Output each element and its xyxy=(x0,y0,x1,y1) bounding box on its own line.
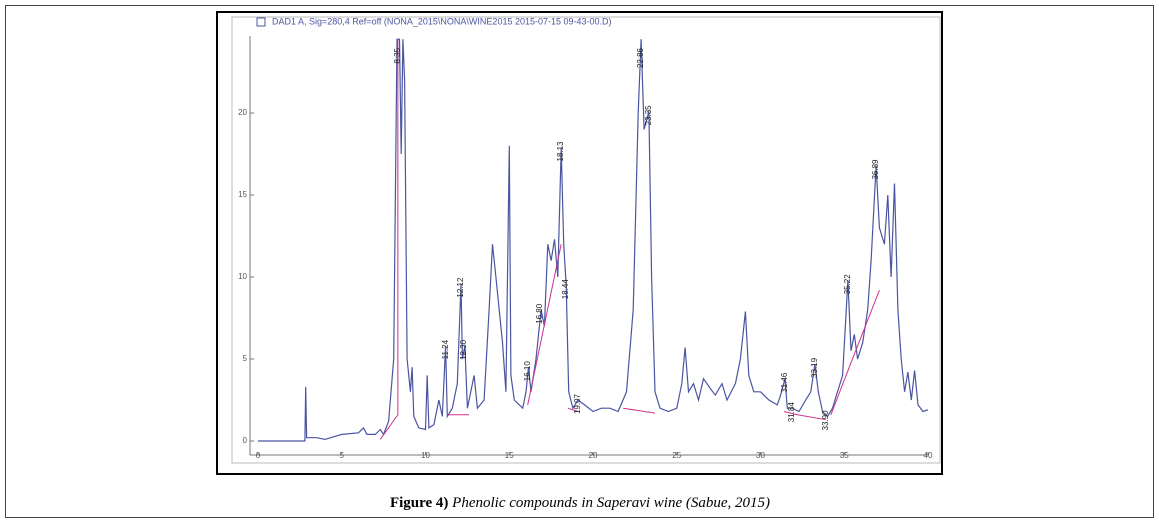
peak-label: 36.89 xyxy=(871,159,880,180)
y-tick-label: 0 xyxy=(243,436,248,445)
x-tick-label: 35 xyxy=(840,451,849,460)
x-tick-label: 40 xyxy=(924,451,933,460)
y-tick-label: 20 xyxy=(238,108,247,117)
legend-swatch xyxy=(256,17,266,27)
integration-baseline xyxy=(527,244,562,406)
caption-text: Phenolic compounds in Saperavi wine (Sab… xyxy=(451,495,770,511)
x-tick-label: 25 xyxy=(672,451,681,460)
outer-frame xyxy=(5,5,1154,518)
peak-label: 18.13 xyxy=(556,141,565,162)
peak-label: 16.80 xyxy=(535,303,544,324)
x-tick-label: 10 xyxy=(421,451,430,460)
figure-frame xyxy=(216,11,943,475)
peak-label: 33.90 xyxy=(821,410,830,431)
caption-label: Figure 4) xyxy=(390,495,448,511)
x-tick-label: 0 xyxy=(256,451,261,460)
peak-label: 11.24 xyxy=(441,339,450,359)
peak-label: 31.46 xyxy=(780,372,789,393)
peak-label: 8.35 xyxy=(393,47,402,63)
legend-text: DAD1 A, Sig=280,4 Ref=off (NONA_2015\NON… xyxy=(272,16,612,26)
integration-baseline xyxy=(830,367,850,415)
peak-label: 31.84 xyxy=(787,402,796,423)
caption: Figure 4) Phenolic compounds in Saperavi… xyxy=(390,495,770,511)
integration-baseline xyxy=(623,407,656,414)
integration-baseline xyxy=(783,410,798,416)
plot-frame xyxy=(231,16,941,464)
x-tick-label: 15 xyxy=(505,451,514,460)
peak-label: 12.12 xyxy=(456,277,465,298)
y-tick-label: 15 xyxy=(238,190,247,199)
integration-baseline xyxy=(567,407,579,412)
peak-label: 33.19 xyxy=(810,357,819,378)
peak-label: 12.30 xyxy=(459,339,468,360)
y-tick-label: 10 xyxy=(238,272,247,281)
y-tick-label: 5 xyxy=(243,354,248,363)
integration-baseline xyxy=(848,289,880,368)
peak-label: 35.22 xyxy=(843,274,852,295)
chromatogram-line xyxy=(258,38,929,442)
integration-baseline xyxy=(797,414,826,421)
peak-label: 18.44 xyxy=(561,279,570,300)
peak-label: 23.35 xyxy=(644,105,653,126)
integration-baseline xyxy=(379,414,399,440)
peak-label: 16.10 xyxy=(523,361,532,382)
x-tick-label: 30 xyxy=(756,451,765,460)
x-tick-label: 5 xyxy=(340,451,345,460)
peak-label: 19.07 xyxy=(573,393,582,414)
x-tick-label: 20 xyxy=(589,451,598,460)
peak-label: 22.86 xyxy=(636,47,645,68)
